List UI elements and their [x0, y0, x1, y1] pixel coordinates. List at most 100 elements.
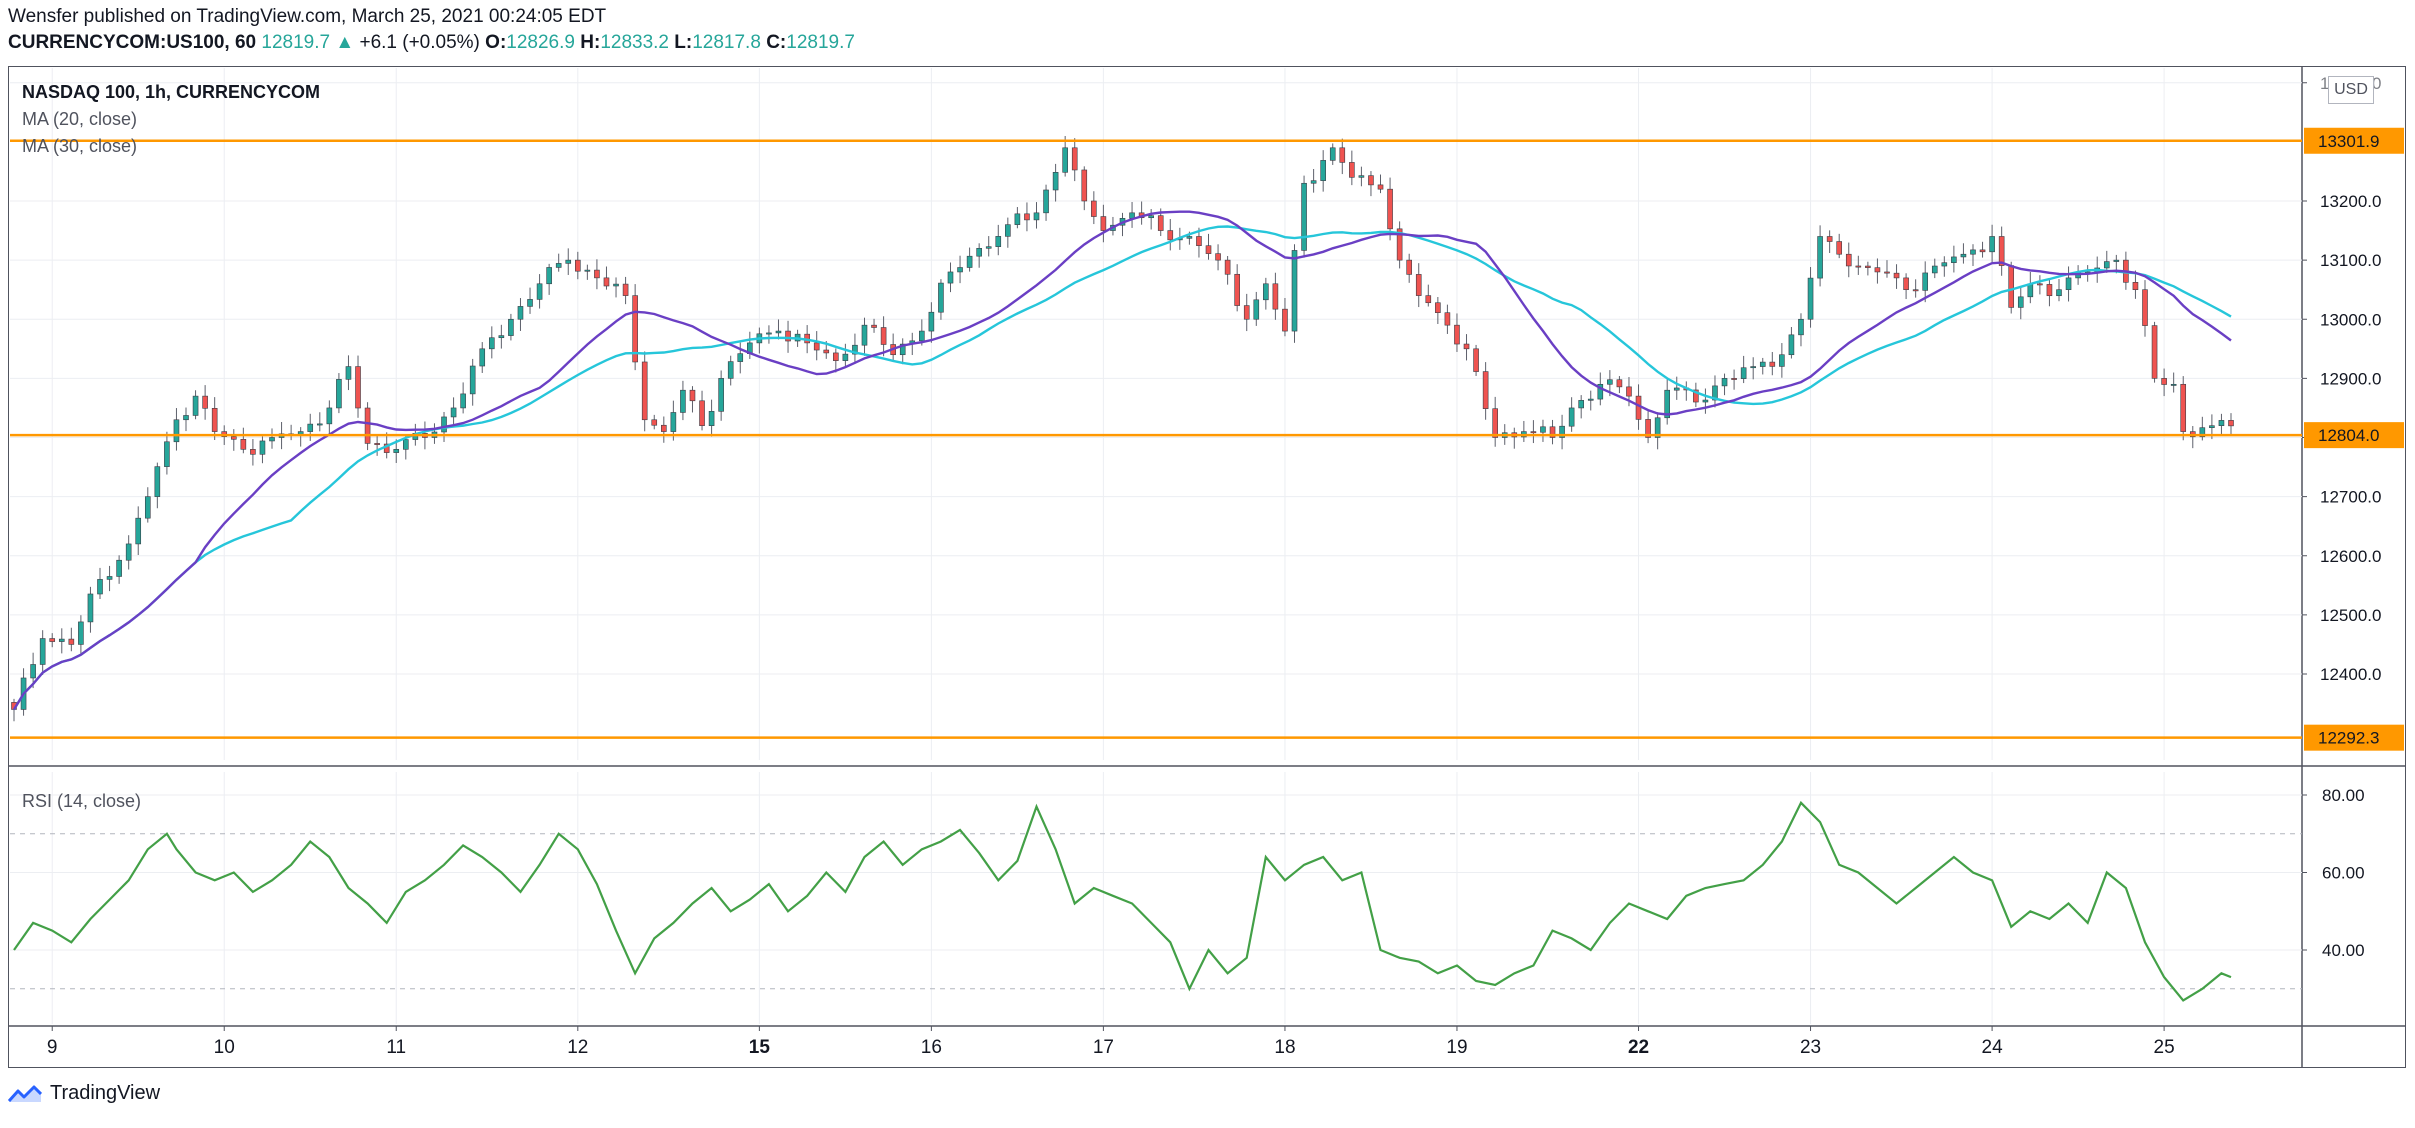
candle-body: [1922, 272, 1929, 291]
candle-body: [2113, 259, 2120, 262]
currency-label[interactable]: USD: [2328, 76, 2374, 104]
candle-body: [1559, 425, 1565, 438]
candle-body: [1826, 236, 1833, 242]
chart-frame[interactable]: [8, 66, 2406, 1068]
candle-body: [1607, 379, 1613, 385]
candle-body: [1444, 312, 1451, 326]
candle-body: [78, 621, 84, 645]
footer-brand[interactable]: TradingView: [8, 1082, 160, 1105]
candle-body: [1616, 379, 1623, 388]
candle-body: [2161, 378, 2167, 385]
candle-body: [374, 443, 380, 445]
candle-body: [1291, 250, 1298, 332]
y-tick-label: 13100.0: [2320, 251, 2381, 270]
candle-body: [1224, 259, 1231, 275]
candle-body: [1062, 147, 1068, 173]
candle-body: [813, 342, 820, 351]
level-price-tag: [2304, 724, 2404, 751]
candle-body: [1052, 172, 1059, 191]
candle-body: [603, 277, 610, 287]
candle-body: [192, 395, 199, 416]
candle-body: [632, 295, 638, 363]
candle-body: [2228, 420, 2234, 427]
candle-body: [1759, 361, 1766, 367]
candle-body: [97, 579, 103, 595]
candle-body: [641, 361, 648, 421]
candle-body: [2170, 383, 2177, 386]
candle-body: [183, 415, 189, 421]
ma30-line: [12, 225, 2232, 711]
candle-body: [450, 407, 457, 418]
candle-body: [823, 349, 830, 354]
candle-body: [1463, 343, 1470, 350]
candle-body: [87, 593, 94, 623]
candle-body: [1243, 305, 1250, 320]
candle-body: [1568, 407, 1575, 427]
candle-body: [173, 419, 180, 443]
candle-body: [1186, 236, 1193, 239]
candle-body: [269, 437, 275, 442]
candle-body: [1893, 272, 1900, 279]
ma20-legend[interactable]: MA (20, close): [22, 109, 138, 129]
candle-body: [1349, 162, 1355, 178]
candle-body: [259, 440, 266, 455]
candle-body: [393, 449, 400, 453]
candle-body: [718, 378, 724, 412]
candle-body: [1339, 147, 1346, 163]
candle-body: [355, 366, 361, 409]
candle-body: [1253, 299, 1260, 320]
candle-body: [1148, 215, 1154, 219]
candle-body: [1721, 378, 1728, 387]
candle-body: [307, 423, 314, 432]
candle-body: [899, 343, 906, 356]
candle-body: [1368, 175, 1374, 186]
candle-body: [1798, 318, 1804, 336]
candle-body: [2008, 265, 2015, 308]
ma30-legend[interactable]: MA (30, close): [22, 136, 138, 156]
candle-body: [345, 366, 352, 380]
candle-body: [1807, 277, 1814, 320]
candle-body: [919, 330, 925, 342]
candle-body: [2142, 289, 2148, 326]
candle-body: [1998, 236, 2005, 266]
y-tick-label: 13200.0: [2320, 192, 2381, 211]
candle-body: [1970, 249, 1976, 255]
candle-body: [144, 496, 151, 519]
x-tick-label: 22: [1628, 1037, 1649, 1058]
symbol-label: CURRENCYCOM:US100, 60: [8, 32, 257, 53]
open-label: O:: [485, 32, 507, 53]
candle-body: [68, 638, 75, 645]
candle-body: [1530, 431, 1537, 434]
candle-body: [2199, 427, 2206, 438]
tradingview-logo-icon: [8, 1085, 42, 1102]
candle-body: [1549, 426, 1556, 438]
candle-body: [2037, 283, 2043, 286]
candle-body: [1215, 253, 1221, 261]
candle-body: [1100, 216, 1107, 231]
candle-body: [106, 576, 113, 580]
rsi-y-tick-label: 60.00: [2322, 864, 2365, 883]
candle-body: [1205, 245, 1212, 254]
candle-body: [498, 335, 505, 339]
candle-body: [527, 299, 533, 307]
candle-body: [1855, 265, 1862, 268]
candle-body: [842, 353, 849, 361]
candle-body: [116, 559, 122, 577]
candle-body: [985, 246, 992, 249]
candle-body: [1874, 267, 1881, 273]
candle-body: [1865, 265, 1871, 268]
candle-body: [1817, 236, 1823, 279]
candle-body: [1664, 389, 1670, 419]
candle-body: [1989, 236, 1995, 253]
candle-body: [2180, 383, 2187, 432]
rsi-legend[interactable]: RSI (14, close): [22, 791, 142, 811]
candle-body: [976, 248, 982, 257]
candle-body: [489, 337, 495, 350]
candle-body: [250, 449, 256, 455]
candle-body: [135, 517, 142, 545]
candle-body: [613, 283, 619, 287]
close-label: C:: [766, 32, 787, 53]
candle-body: [2209, 425, 2215, 428]
candle-body: [58, 638, 65, 642]
